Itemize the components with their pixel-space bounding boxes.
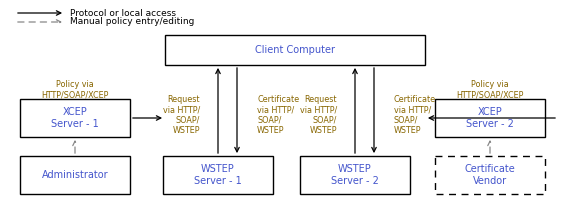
- Text: Request
via HTTP/
SOAP/
WSTEP: Request via HTTP/ SOAP/ WSTEP: [163, 95, 200, 135]
- Text: Client Computer: Client Computer: [255, 45, 335, 55]
- Bar: [300, 156, 410, 194]
- Text: Manual policy entry/editing: Manual policy entry/editing: [70, 17, 195, 27]
- Text: Certificate
via HTTP/
SOAP/
WSTEP: Certificate via HTTP/ SOAP/ WSTEP: [394, 95, 436, 135]
- Text: Policy via
HTTP/SOAP/XCEP: Policy via HTTP/SOAP/XCEP: [456, 80, 524, 100]
- Text: Certificate
Vendor: Certificate Vendor: [465, 164, 515, 186]
- Text: Administrator: Administrator: [42, 170, 108, 180]
- Text: Request
via HTTP/
SOAP/
WSTEP: Request via HTTP/ SOAP/ WSTEP: [299, 95, 337, 135]
- Text: Certificate
via HTTP/
SOAP/
WSTEP: Certificate via HTTP/ SOAP/ WSTEP: [257, 95, 299, 135]
- Bar: [435, 156, 545, 194]
- Bar: [163, 156, 273, 194]
- Text: XCEP
Server - 2: XCEP Server - 2: [466, 107, 514, 129]
- Bar: [165, 35, 425, 65]
- Bar: [435, 99, 545, 137]
- Bar: [20, 156, 130, 194]
- Text: WSTEP
Server - 1: WSTEP Server - 1: [194, 164, 242, 186]
- Text: WSTEP
Server - 2: WSTEP Server - 2: [331, 164, 379, 186]
- Text: Policy via
HTTP/SOAP/XCEP: Policy via HTTP/SOAP/XCEP: [41, 80, 109, 100]
- Bar: [20, 99, 130, 137]
- Text: Protocol or local access: Protocol or local access: [70, 8, 176, 17]
- Text: XCEP
Server - 1: XCEP Server - 1: [51, 107, 99, 129]
